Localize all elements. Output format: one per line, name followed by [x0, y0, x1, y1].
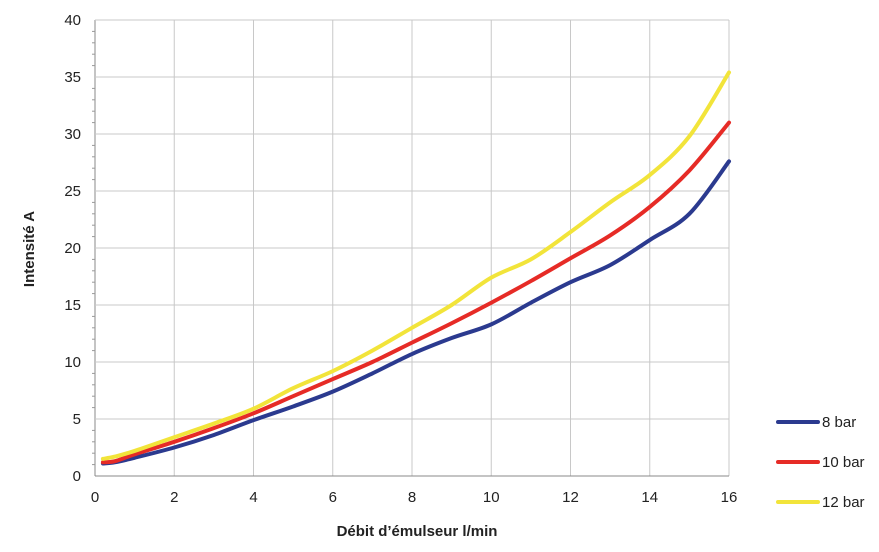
x-tick-label: 16 [721, 489, 738, 506]
legend: 8 bar 10 bar 12 bar [778, 414, 865, 511]
x-tick-label: 10 [483, 489, 500, 506]
y-tick-label: 20 [64, 240, 81, 257]
legend-label: 10 bar [822, 454, 865, 471]
x-tick-label: 4 [249, 489, 257, 506]
y-tick-label: 10 [64, 354, 81, 371]
x-tick-label: 8 [408, 489, 416, 506]
y-tick-label: 25 [64, 183, 81, 200]
legend-label: 12 bar [822, 494, 865, 511]
x-tick-label: 12 [562, 489, 579, 506]
x-tick-label: 0 [91, 489, 99, 506]
legend-label: 8 bar [822, 414, 856, 431]
x-axis-title: Débit d’émulseur l/min [337, 523, 498, 540]
y-tick-label: 30 [64, 126, 81, 143]
x-tick-label: 14 [641, 489, 658, 506]
y-tick-label: 5 [73, 411, 81, 428]
y-tick-label: 0 [73, 468, 81, 485]
y-axis-title: Intensité A [21, 211, 38, 287]
x-tick-label: 6 [329, 489, 337, 506]
y-tick-label: 40 [64, 12, 81, 29]
y-tick-label: 35 [64, 69, 81, 86]
x-tick-label: 2 [170, 489, 178, 506]
y-tick-label: 15 [64, 297, 81, 314]
